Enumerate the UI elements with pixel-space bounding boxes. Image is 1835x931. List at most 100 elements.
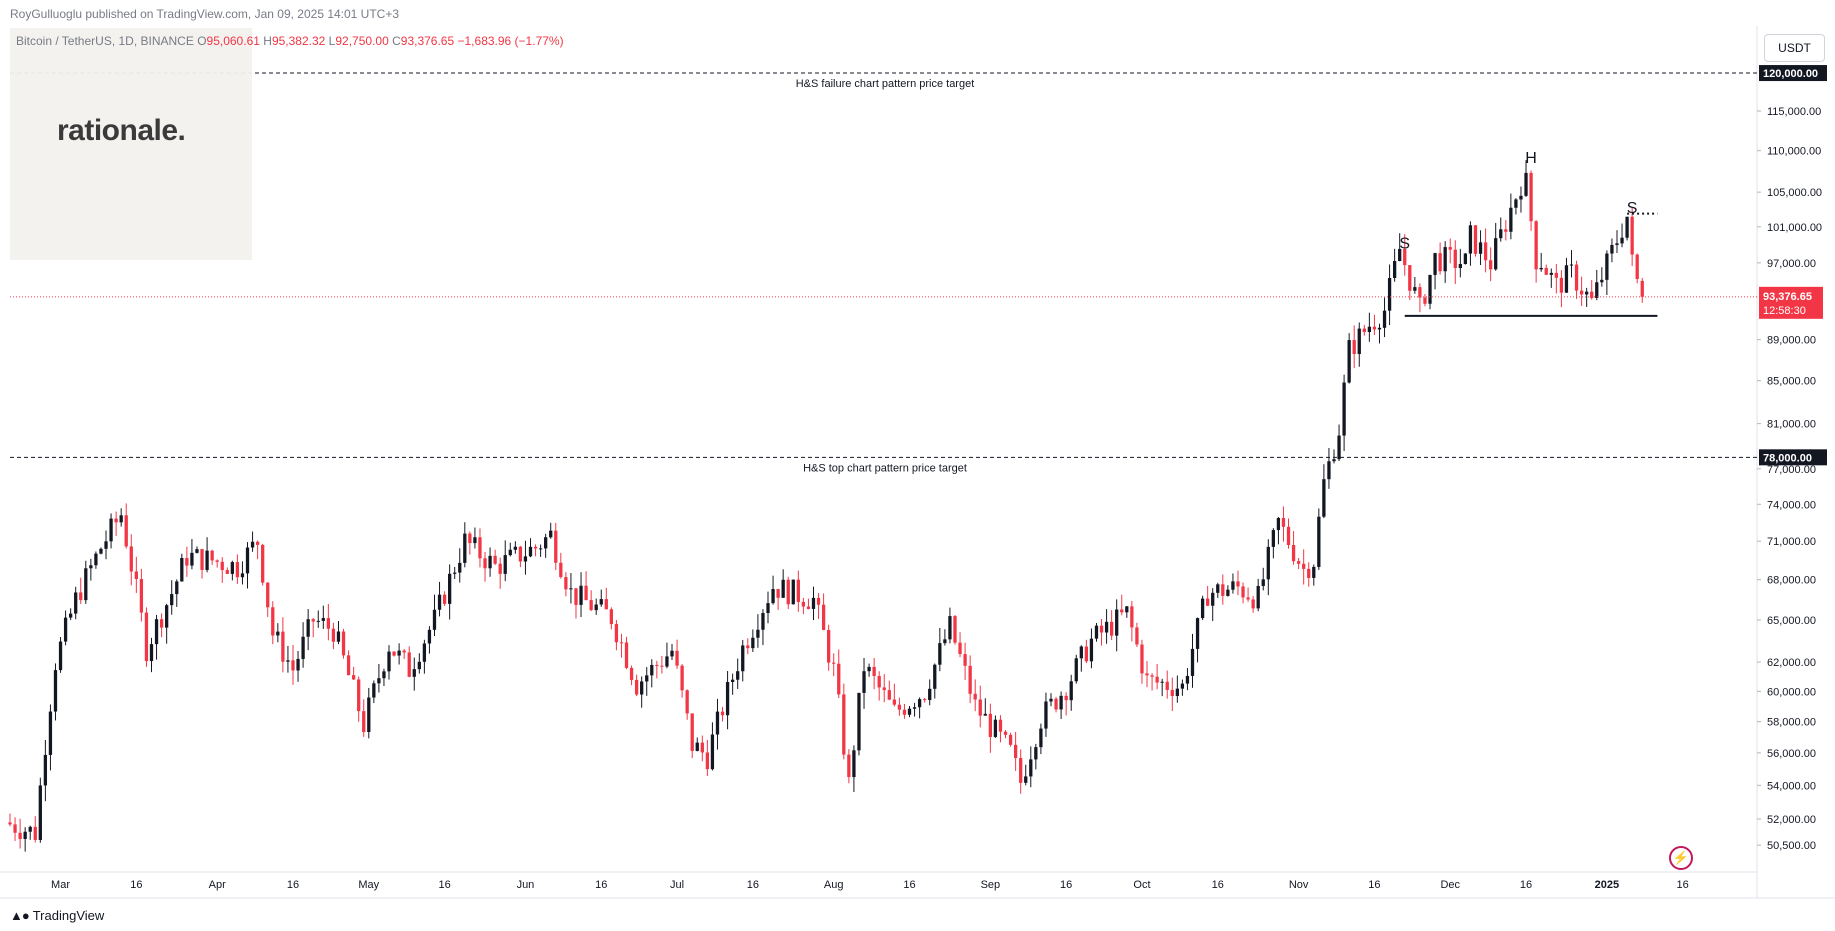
candle-body [1625,216,1629,238]
x-tick-label: 2025 [1595,879,1619,891]
candle-body [746,645,750,649]
candle-body [84,568,88,601]
pattern-label: S [1399,235,1410,252]
candle-body [1256,585,1260,609]
candle-body [488,555,492,569]
candle-body [594,604,598,611]
x-tick-label: 16 [130,879,142,891]
candle-body [1094,625,1099,639]
candle-body [650,664,654,676]
candle-body [1312,566,1316,578]
candle-body [1317,516,1321,567]
candle-body [1377,327,1382,330]
lightning-icon[interactable]: ⚡ [1669,846,1693,870]
candle-body [1241,586,1245,598]
candle-body [1034,747,1038,760]
candle-body [463,533,467,563]
candle-body [362,711,366,732]
candle-body [983,713,987,716]
candle-body [1165,681,1169,690]
y-tick-label: 50,500.00 [1767,840,1816,852]
y-tick-label: 58,000.00 [1767,717,1816,729]
candle-body [38,785,42,840]
candle-body [842,694,846,755]
candle-body [397,650,401,656]
candle-body [483,558,487,569]
y-tick-label: 77,000.00 [1767,464,1816,476]
candle-body [1392,261,1397,278]
candle-body [412,669,416,677]
candle-body [154,619,159,645]
candle-body [1564,265,1569,293]
candle-body [1195,618,1200,649]
candle-body [832,662,836,664]
candle-body [1322,479,1326,517]
candle-body [1473,225,1478,254]
candle-body [569,588,573,590]
candle-body [473,537,477,544]
level-price-tag [1759,449,1827,466]
symbol-legend: Bitcoin / TetherUS, 1D, BINANCE O95,060.… [16,34,564,48]
candle-body [367,697,371,732]
y-tick-label: 101,000.00 [1767,222,1822,234]
candle-body [1145,673,1149,676]
candle-body [1605,253,1609,280]
currency-unit-button[interactable]: USDT [1764,34,1825,62]
candle-body [114,518,118,523]
x-tick-label: Nov [1289,879,1309,891]
candle-body [357,679,361,712]
y-tick-label: 60,000.00 [1767,686,1816,698]
candle-body [690,713,694,751]
candle-body [372,683,376,698]
y-tick-label: 52,000.00 [1767,814,1816,826]
candle-body [377,678,381,684]
candle-body [852,750,856,778]
candle-body [857,692,861,751]
candle-body [1504,229,1508,232]
x-tick-label: 16 [1520,879,1532,891]
candle-body [180,558,184,582]
candle-body [680,665,684,691]
level-price-tag [1759,65,1827,82]
candle-body [675,650,679,666]
candle-body [1029,759,1033,777]
candle-body [240,573,245,578]
pattern-label: H [1525,150,1537,167]
y-tick-label: 115,000.00 [1767,106,1821,118]
footer: ▲● TradingView [10,908,104,923]
candle-body [533,546,538,549]
candle-body [720,711,725,716]
x-tick-label: Jun [517,879,535,891]
candle-body [336,631,341,642]
x-tick-label: 16 [595,879,607,891]
candle-body [1559,277,1564,293]
countdown-label: 12:58:30 [1763,305,1806,317]
candle-body [351,675,356,680]
candle-body [710,734,715,770]
candle-body [453,572,457,574]
high-label: H [263,34,272,48]
candle-body [1059,695,1063,710]
candle-body [18,832,22,839]
y-tick-label: 56,000.00 [1767,748,1816,760]
y-tick-label: 81,000.00 [1767,419,1816,431]
level-price-label: 78,000.00 [1763,452,1812,464]
candle-body [523,556,528,562]
candle-body [624,642,629,668]
candle-body [917,699,922,708]
candle-body [766,603,770,614]
current-price-label: 93,376.65 [1763,291,1812,303]
target-level-text: H&S failure chart pattern price target [796,78,975,90]
candle-body [1569,264,1574,266]
candle-body [928,688,932,701]
candle-body [1458,264,1462,268]
candle-body [442,594,447,604]
candle-body [190,552,194,566]
y-tick-label: 65,000.00 [1767,615,1816,627]
candle-body [250,541,255,548]
candle-body [165,605,169,628]
candle-body [341,631,346,656]
x-tick-label: 16 [1060,879,1072,891]
x-tick-label: Oct [1133,879,1150,891]
